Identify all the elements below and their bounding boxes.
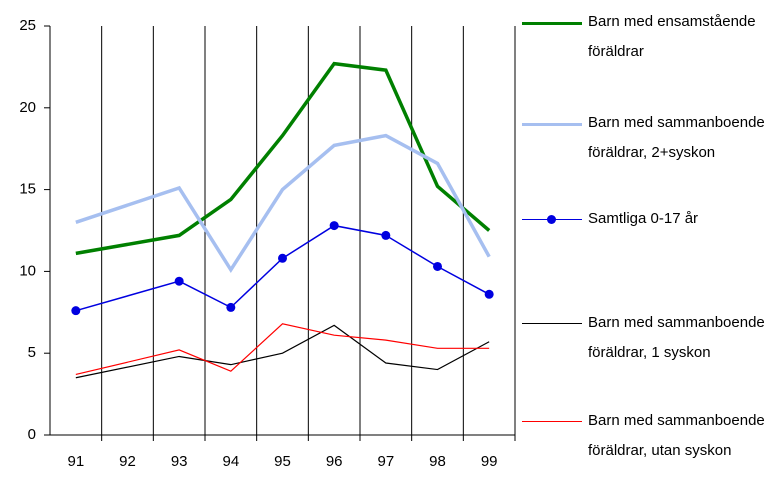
- point: [329, 221, 339, 231]
- x-tick-label: 99: [481, 453, 498, 470]
- legend-label: Barn med sammanboende föräldrar, 1 sysko…: [588, 314, 765, 361]
- x-tick-label: 98: [429, 453, 446, 470]
- legend-line: [522, 123, 582, 126]
- x-tick-label: 97: [377, 453, 394, 470]
- point: [278, 253, 287, 263]
- series-line: [75, 224, 490, 312]
- legend-line: [522, 421, 582, 422]
- x-tick-label: 91: [67, 453, 84, 470]
- series-line: [75, 61, 491, 256]
- y-tick-label: 25: [19, 17, 36, 34]
- x-tick-label: 94: [222, 453, 239, 470]
- legend-line: [522, 323, 582, 324]
- x-tick-label: 96: [326, 453, 343, 470]
- x-tick-label: 95: [274, 453, 291, 470]
- series-line: [75, 324, 490, 379]
- y-tick-label: 15: [19, 181, 36, 198]
- legend-label: Barn med sammanboende föräldrar, 2+sysko…: [588, 114, 765, 161]
- legend-label: Barn med sammanboende föräldrar, utan sy…: [588, 412, 765, 459]
- legend-label: Samtliga 0-17 år: [588, 210, 699, 227]
- series-line: [75, 323, 490, 376]
- y-tick-label: 5: [28, 344, 36, 361]
- x-tick-label: 92: [119, 453, 136, 470]
- y-tick-label: 0: [28, 426, 36, 443]
- point: [433, 261, 442, 271]
- legend-label: Barn med ensamstående föräldrar: [588, 13, 756, 60]
- legend-line: [522, 22, 582, 25]
- point: [71, 306, 81, 316]
- y-tick-label: 20: [19, 99, 36, 116]
- series-line: [75, 133, 491, 274]
- legend-marker: [547, 215, 556, 224]
- point: [174, 276, 184, 286]
- y-tick-label: 10: [19, 262, 36, 279]
- point: [484, 289, 494, 299]
- x-tick-label: 93: [171, 453, 188, 470]
- point: [381, 230, 391, 240]
- point: [226, 302, 236, 312]
